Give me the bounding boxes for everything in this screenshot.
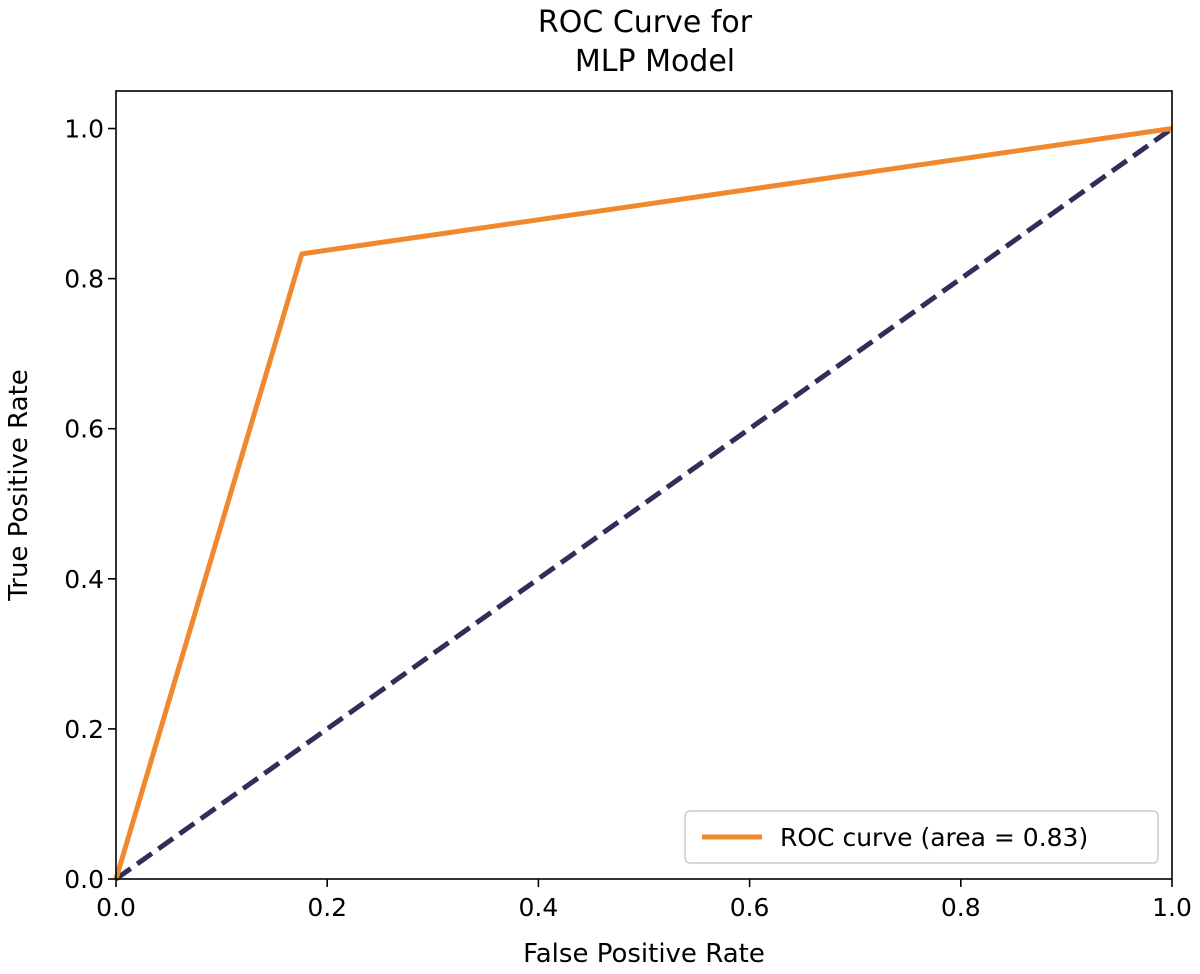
legend: ROC curve (area = 0.83) bbox=[684, 810, 1159, 864]
x-tick-label: 1.0 bbox=[1152, 893, 1192, 922]
plot-area-frame bbox=[115, 90, 1173, 880]
y-tick-label: 0.2 bbox=[64, 715, 104, 744]
x-tick-label: 0.8 bbox=[941, 893, 981, 922]
x-tick-label: 0.0 bbox=[96, 893, 136, 922]
chart-title-line-2: MLP Model bbox=[575, 44, 735, 79]
series-line-chance-diagonal bbox=[114, 126, 1174, 882]
y-axis-label: True Positive Rate bbox=[4, 369, 34, 602]
y-tick-label: 1.0 bbox=[64, 115, 104, 144]
y-axis-ticks: 0.0 0.2 0.4 0.6 0.8 1.0 bbox=[64, 115, 116, 894]
y-tick-label: 0.8 bbox=[64, 265, 104, 294]
y-tick-label: 0.4 bbox=[64, 565, 104, 594]
series-line-roc-curve bbox=[113, 126, 1173, 880]
legend-label-roc-curve: ROC curve (area = 0.83) bbox=[780, 823, 1088, 852]
series-layer bbox=[113, 126, 1174, 882]
legend-box bbox=[684, 810, 1159, 864]
x-tick-label: 0.2 bbox=[307, 893, 347, 922]
x-axis-label: False Positive Rate bbox=[523, 939, 765, 969]
y-tick-label: 0.0 bbox=[64, 865, 104, 894]
chart-title: ROC Curve for MLP Model bbox=[538, 5, 753, 79]
x-tick-label: 0.6 bbox=[730, 893, 770, 922]
x-axis-ticks: 0.0 0.2 0.4 0.6 0.8 1.0 bbox=[96, 879, 1192, 922]
chart-title-line-1: ROC Curve for bbox=[538, 5, 753, 40]
x-tick-label: 0.4 bbox=[519, 893, 559, 922]
y-tick-label: 0.6 bbox=[64, 415, 104, 444]
